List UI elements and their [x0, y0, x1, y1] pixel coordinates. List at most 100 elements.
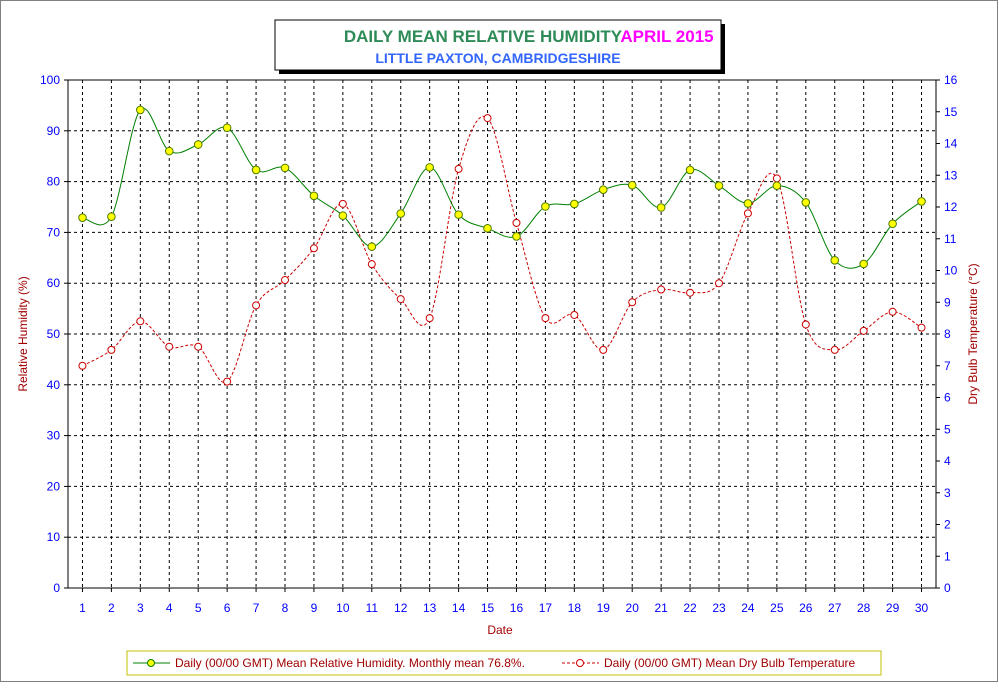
humidity-point: [859, 259, 868, 269]
x-tick-label: 1: [79, 601, 86, 615]
y-tick-label-right: 16: [944, 73, 958, 87]
temperature-point: [483, 114, 492, 123]
humidity-point: [512, 232, 521, 241]
humidity-point: [598, 185, 608, 195]
y-tick-label-right: 4: [944, 454, 951, 468]
x-tick-label: 28: [857, 601, 871, 615]
humidity-point: [367, 242, 377, 251]
humidity-point: [541, 202, 550, 211]
legend-humidity-label: Daily (00/00 GMT) Mean Relative Humidity…: [175, 656, 525, 670]
humidity-point: [396, 209, 406, 218]
temperature-series: [78, 114, 926, 386]
temperature-point: [165, 342, 174, 351]
humidity-point: [570, 199, 579, 209]
x-tick-label: 6: [224, 601, 231, 615]
x-tick-label: 22: [683, 601, 697, 615]
temperature-point: [570, 310, 579, 319]
temperature-point: [367, 260, 376, 269]
temperature-point: [136, 317, 145, 326]
x-tick-label: 29: [886, 601, 900, 615]
legend: [126, 650, 882, 676]
x-tick-label: 3: [137, 601, 144, 615]
temperature-point: [396, 295, 405, 304]
temperature-point: [888, 307, 897, 316]
x-tick-label: 14: [452, 601, 466, 615]
x-tick-label: 5: [195, 601, 202, 615]
humidity-point: [685, 165, 695, 175]
humidity-point: [222, 123, 232, 133]
x-tick-label: 20: [626, 601, 640, 615]
temperature-point: [599, 345, 608, 354]
temperature-point: [541, 314, 550, 323]
x-tick-label: 19: [597, 601, 611, 615]
temperature-line: [82, 115, 922, 383]
humidity-point: [78, 213, 87, 222]
x-tick-label: 2: [108, 601, 115, 615]
x-tick-label: 12: [394, 601, 408, 615]
temperature-point: [830, 345, 839, 354]
x-tick-label: 21: [654, 601, 668, 615]
humidity-point: [483, 224, 492, 233]
y-tick-label-left: 20: [47, 479, 61, 493]
y-tick-label-left: 100: [40, 73, 60, 87]
y-tick-label-right: 13: [944, 168, 958, 182]
y-tick-label-right: 8: [944, 327, 951, 341]
humidity-point: [772, 181, 782, 190]
humidity-point: [309, 191, 319, 201]
temperature-point: [917, 323, 926, 332]
y-tick-label-left: 60: [47, 276, 61, 290]
y-tick-label-right: 15: [944, 105, 958, 119]
chart-subtitle: LITTLE PAXTON, CAMBRIDGESHIRE: [375, 50, 620, 66]
x-tick-label: 25: [770, 601, 784, 615]
temperature-point: [309, 244, 318, 253]
temperature-point: [772, 174, 781, 183]
y-tick-label-left: 30: [47, 429, 61, 443]
temperature-point: [686, 288, 695, 297]
x-tick-label: 11: [366, 601, 379, 615]
y-axis-left-title: Relative Humidity (%): [16, 276, 30, 391]
y-tick-label-right: 9: [944, 295, 951, 309]
chart-title-period: APRIL 2015: [620, 27, 713, 46]
y-tick-label-left: 40: [47, 378, 61, 392]
humidity-point: [627, 180, 637, 190]
y-tick-label-right: 2: [944, 518, 951, 532]
y-tick-label-right: 3: [944, 486, 951, 500]
x-tick-label: 17: [539, 601, 553, 615]
temperature-point: [657, 285, 666, 294]
x-tick-label: 10: [336, 601, 350, 615]
humidity-point: [888, 219, 897, 229]
humidity-point: [136, 105, 145, 115]
x-tick-label: 18: [568, 601, 582, 615]
temperature-point: [628, 298, 637, 307]
x-tick-label: 24: [741, 601, 755, 615]
temperature-point: [801, 320, 810, 329]
grid: [68, 80, 936, 588]
humidity-point: [656, 203, 666, 212]
y-tick-label-right: 11: [944, 232, 957, 246]
humidity-point: [193, 140, 203, 149]
humidity-point: [801, 198, 811, 207]
temperature-point: [78, 361, 87, 370]
y-tick-label-right: 1: [944, 549, 951, 563]
humidity-point: [917, 197, 926, 206]
x-tick-label: 4: [166, 601, 173, 615]
y-tick-label-left: 0: [53, 581, 60, 595]
y-tick-label-right: 12: [944, 200, 958, 214]
temperature-point: [223, 377, 232, 386]
temperature-point: [338, 199, 347, 208]
x-tick-label: 16: [510, 601, 524, 615]
x-axis-title: Date: [487, 623, 513, 637]
temperature-point: [252, 301, 261, 310]
x-tick-label: 30: [915, 601, 929, 615]
y-tick-label-left: 70: [47, 225, 61, 239]
y-tick-label-left: 90: [47, 124, 61, 138]
temperature-point: [194, 342, 203, 351]
title-box: [274, 19, 722, 71]
humidity-point: [830, 256, 840, 265]
y-tick-label-right: 14: [944, 137, 958, 151]
humidity-point: [714, 181, 724, 190]
temperature-point: [107, 345, 116, 354]
